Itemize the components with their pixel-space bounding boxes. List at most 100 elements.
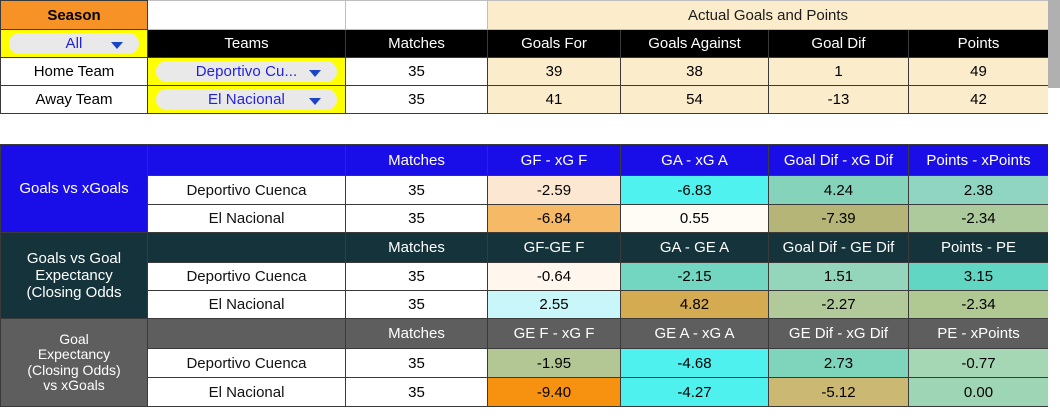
section1-row1-c2: 4.82 xyxy=(620,290,769,319)
section1-row0-matches: 35 xyxy=(345,262,488,291)
section0-row0-c2: -6.83 xyxy=(620,175,769,205)
header-matches: Matches xyxy=(345,29,488,58)
table-row: Deportivo Cuenca 35 -1.95 -4.68 2.73 -0.… xyxy=(1,348,1050,378)
away-team-dropdown-value: El Nacional xyxy=(208,91,285,108)
section1-header-matches: Matches xyxy=(345,232,488,263)
section0-header-blank xyxy=(147,144,346,176)
header-teams: Teams xyxy=(147,29,346,58)
home-team-dropdown[interactable]: Deportivo Cu... xyxy=(156,61,337,82)
stats-table: Season Actual Goals and Points All Teams… xyxy=(0,0,1050,407)
header-points: Points xyxy=(907,29,1050,58)
section2-header-matches: Matches xyxy=(345,318,488,349)
section2-row1-c3: -5.12 xyxy=(768,377,909,407)
section1-row0-team: Deportivo Cuenca xyxy=(147,262,346,291)
home-goals-against: 38 xyxy=(620,57,769,86)
section2-header-c3: GE Dif - xG Dif xyxy=(768,318,909,349)
section0-row1-team: El Nacional xyxy=(147,204,346,233)
section1-header-row: Goals vs Goal Expectancy (Closing Odds M… xyxy=(0,232,1050,319)
home-goal-dif: 1 xyxy=(768,57,909,86)
season-dropdown[interactable]: All xyxy=(9,33,139,54)
scrollbar-thumb[interactable] xyxy=(1048,0,1060,88)
section2-row1-matches: 35 xyxy=(345,377,488,407)
section0-row0-team: Deportivo Cuenca xyxy=(147,175,346,205)
spacer-row xyxy=(0,113,1049,145)
section1-header-c3: Goal Dif - GE Dif xyxy=(768,232,909,263)
section0-header-c3: Goal Dif - xG Dif xyxy=(768,144,909,176)
home-team-dropdown-value: Deportivo Cu... xyxy=(195,63,298,80)
section2-band-label: Goal Expectancy (Closing Odds) vs xGoals xyxy=(0,318,148,407)
section1-header-c4: Points - PE xyxy=(907,232,1050,263)
section2-row1-c1: -9.40 xyxy=(487,377,621,407)
home-team-row: Home Team Deportivo Cu... 35 39 38 1 49 xyxy=(0,57,1050,86)
table-row: Deportivo Cuenca 35 -0.64 -2.15 1.51 3.1… xyxy=(1,262,1050,291)
home-team-select-cell[interactable]: Deportivo Cu... xyxy=(147,57,346,86)
table-row: El Nacional 35 -9.40 -4.27 -5.12 0.00 xyxy=(1,377,1050,407)
column-header-row: All Teams Matches Goals For Goals Agains… xyxy=(0,29,1050,58)
section1-row1-team: El Nacional xyxy=(147,290,346,319)
section2-header-c4: PE - xPoints xyxy=(907,318,1050,349)
section2-row0-c3: 2.73 xyxy=(768,348,909,378)
section1-band-line-0: Goals vs Goal xyxy=(26,249,122,267)
section2-band-line-2: (Closing Odds) xyxy=(27,361,121,378)
section2-header-c2: GE A - xG A xyxy=(620,318,769,349)
home-matches: 35 xyxy=(345,57,488,86)
section0-row1-matches: 35 xyxy=(345,204,488,233)
away-team-row: Away Team El Nacional 35 41 54 -13 42 xyxy=(0,85,1050,114)
section0-row0-c3: 4.24 xyxy=(768,175,909,205)
section1-band-line-2: (Closing Odds xyxy=(26,284,122,302)
section2-row0-team: Deportivo Cuenca xyxy=(147,348,346,378)
section0-header-row: Goals vs xGoals Matches GF - xG F GA - x… xyxy=(0,144,1050,233)
header-goals-against: Goals Against xyxy=(620,29,769,58)
section0-header-c4: Points - xPoints xyxy=(907,144,1050,176)
section1-row1-matches: 35 xyxy=(345,290,488,319)
season-filter-cell[interactable]: All xyxy=(0,29,148,58)
section2-band-line-3: vs xGoals xyxy=(43,376,105,393)
section1-row1-c3: -2.27 xyxy=(768,290,909,319)
table-row: El Nacional 35 -6.84 0.55 -7.39 -2.34 xyxy=(1,204,1050,233)
header-goals-for: Goals For xyxy=(487,29,621,58)
actual-section-title: Actual Goals and Points xyxy=(486,0,1050,30)
section2-row0-c1: -1.95 xyxy=(487,348,621,378)
away-goal-dif: -13 xyxy=(768,85,909,114)
section1-header-c2: GA - GE A xyxy=(620,232,769,263)
section0-header-c1: GF - xG F xyxy=(487,144,621,176)
section0-row1-c3: -7.39 xyxy=(768,204,909,233)
chevron-down-icon xyxy=(309,97,321,105)
section1-row0-c4: 3.15 xyxy=(907,262,1050,291)
section0-row1-c1: -6.84 xyxy=(487,204,621,233)
vertical-scrollbar[interactable] xyxy=(1048,0,1060,419)
away-team-dropdown[interactable]: El Nacional xyxy=(156,89,337,110)
section2-header-c1: GE F - xG F xyxy=(487,318,621,349)
table-row: El Nacional 35 2.55 4.82 -2.27 -2.34 xyxy=(1,290,1050,319)
away-matches: 35 xyxy=(345,85,488,114)
section1-row1-c4: -2.34 xyxy=(907,290,1050,319)
away-team-label: Away Team xyxy=(0,85,148,114)
header-goal-dif: Goal Dif xyxy=(768,29,909,58)
spacer-cell xyxy=(0,113,1049,145)
section2-row1-c2: -4.27 xyxy=(620,377,769,407)
away-team-select-cell[interactable]: El Nacional xyxy=(147,85,346,114)
section0-row0-c4: 2.38 xyxy=(907,175,1050,205)
home-goals-for: 39 xyxy=(487,57,621,86)
section1-row0-c3: 1.51 xyxy=(768,262,909,291)
empty-cell xyxy=(345,0,488,30)
home-team-label: Home Team xyxy=(0,57,148,86)
title-row: Season Actual Goals and Points xyxy=(0,0,1050,30)
away-goals-against: 54 xyxy=(620,85,769,114)
section0-header-c2: GA - xG A xyxy=(620,144,769,176)
chevron-down-icon xyxy=(111,41,123,49)
section0-row1-c4: -2.34 xyxy=(907,204,1050,233)
empty-cell xyxy=(147,0,346,30)
section0-header-matches: Matches xyxy=(345,144,488,176)
section2-band-line-0: Goal xyxy=(59,330,89,347)
section2-header-row: Goal Expectancy (Closing Odds) vs xGoals… xyxy=(0,318,1050,407)
chevron-down-icon xyxy=(309,69,321,77)
season-dropdown-value: All xyxy=(65,35,83,52)
season-label: Season xyxy=(0,0,148,30)
section1-header-blank xyxy=(147,232,346,263)
section0-band-label: Goals vs xGoals xyxy=(0,144,148,233)
section1-header-c1: GF-GE F xyxy=(487,232,621,263)
section2-band-line-1: Expectancy xyxy=(37,346,111,363)
section2-row1-team: El Nacional xyxy=(147,377,346,407)
section1-band-label: Goals vs Goal Expectancy (Closing Odds xyxy=(0,232,148,319)
